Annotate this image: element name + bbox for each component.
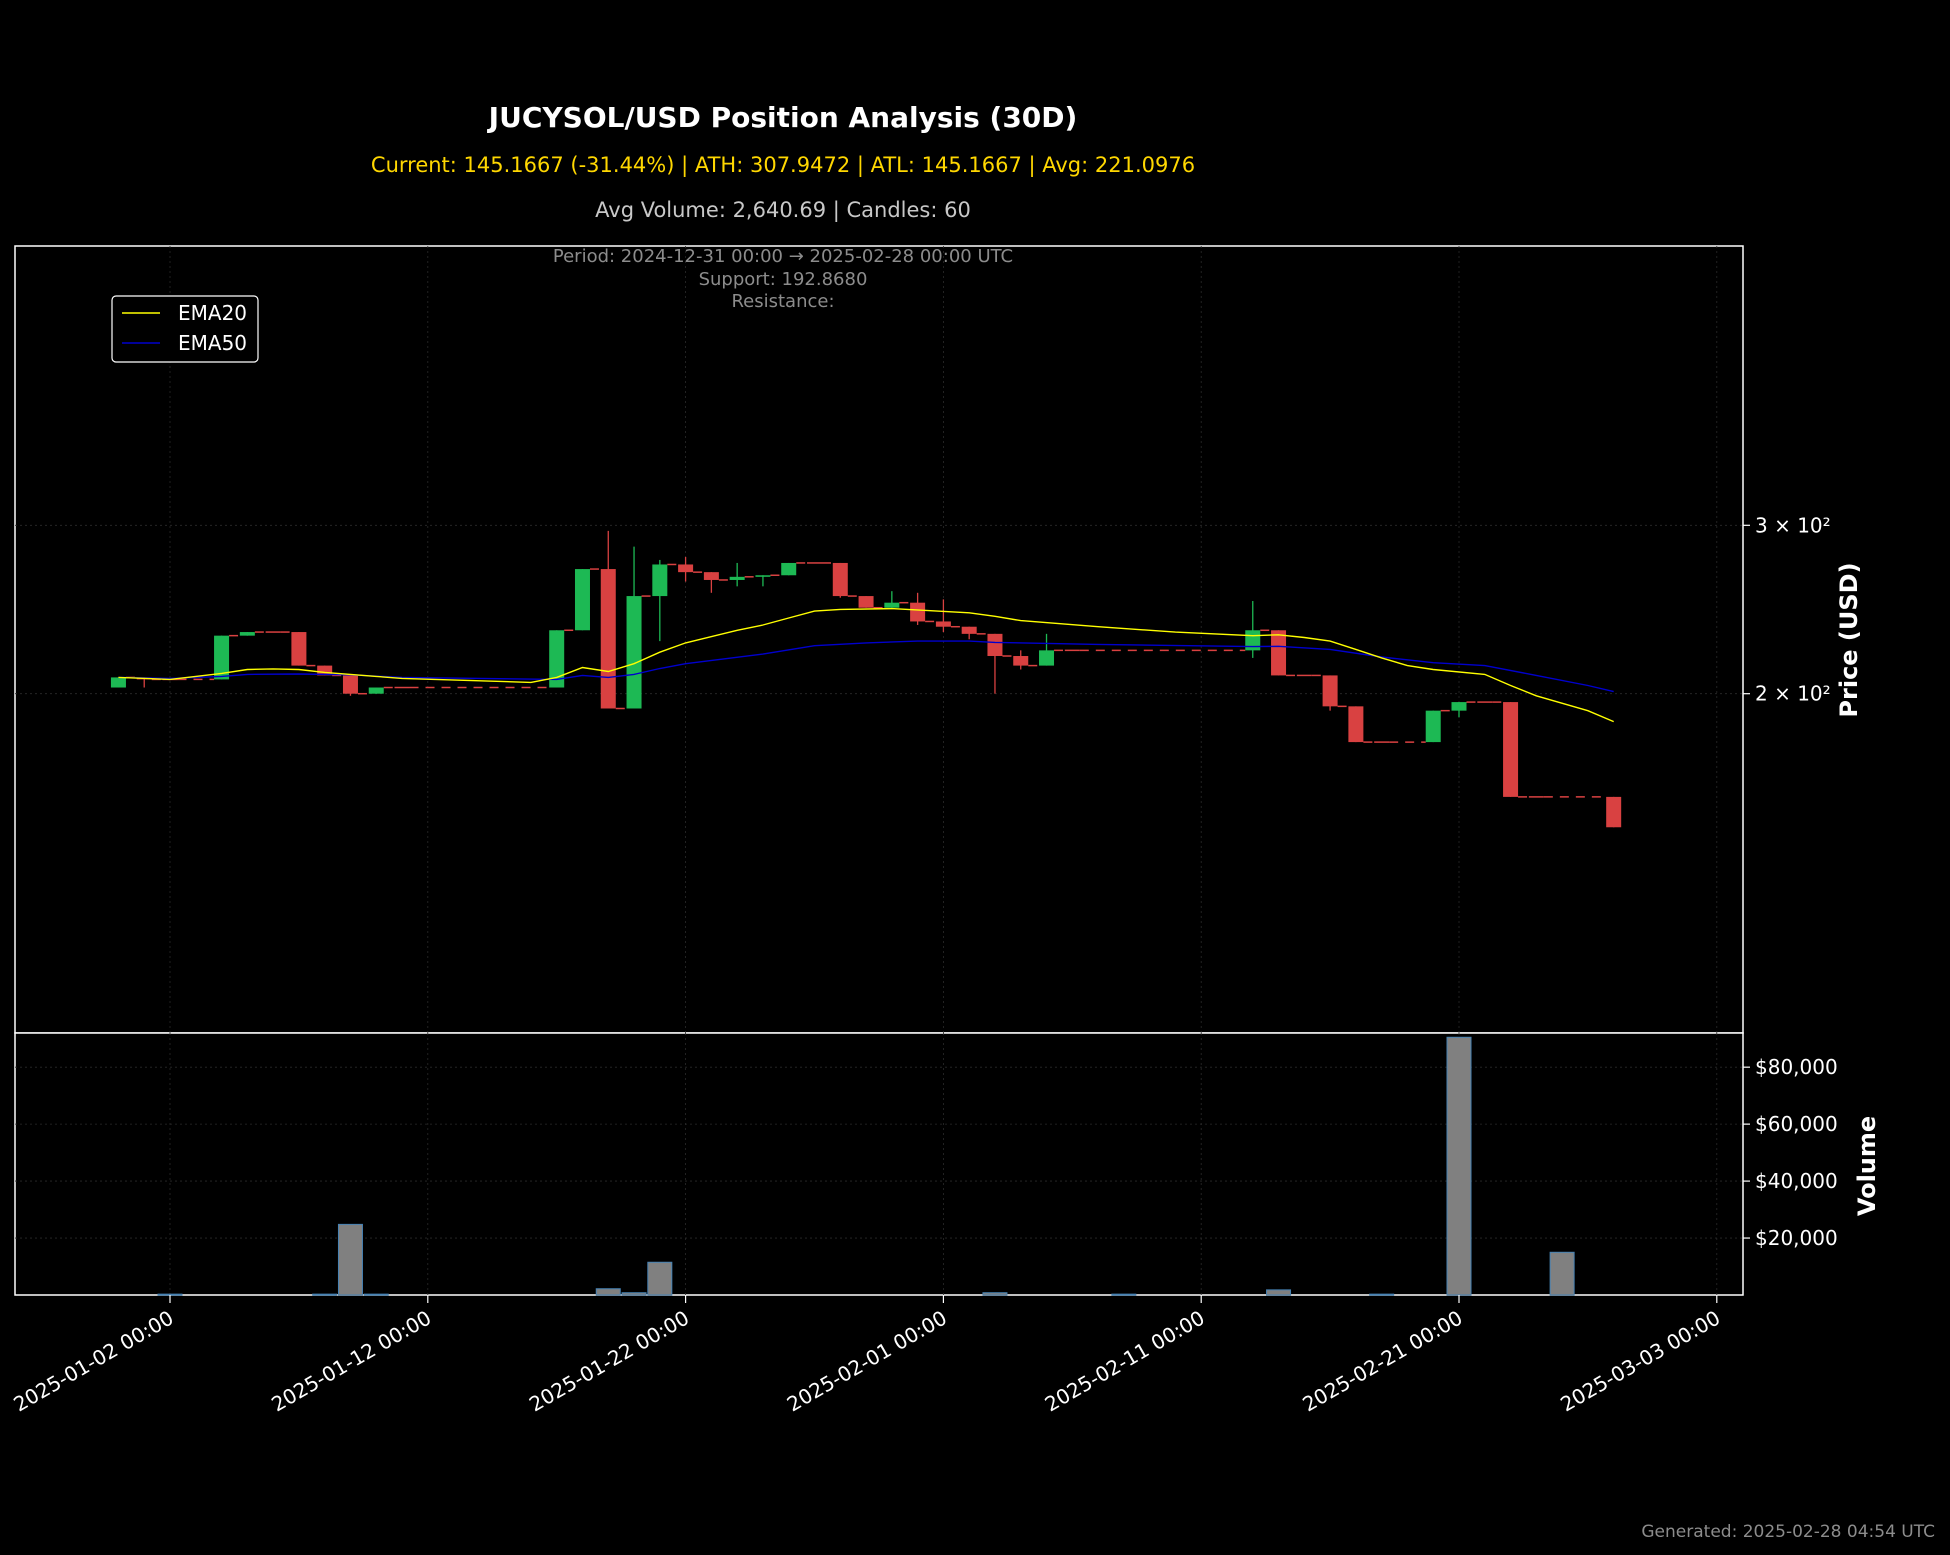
- x-tick-label: 2025-03-03 00:00: [1556, 1306, 1724, 1417]
- volume-axis-label: Volume: [1853, 1116, 1881, 1216]
- candle-body: [600, 569, 616, 709]
- flat-candles: [125, 562, 1607, 798]
- volume-bars: [157, 1036, 1575, 1296]
- price-panel-frame: [14, 245, 1744, 1034]
- candle-body: [1425, 710, 1441, 743]
- volume-bar: [337, 1223, 363, 1296]
- chart-volume-info: Avg Volume: 2,640.69 | Candles: 60: [595, 198, 971, 223]
- volume-bar: [1111, 1293, 1137, 1296]
- candle-body: [884, 602, 900, 608]
- legend: EMA20 EMA50: [111, 295, 259, 363]
- candle-body: [755, 575, 771, 577]
- candle-body: [317, 665, 333, 676]
- price-y-tick-label: 3 × 10²: [1755, 513, 1831, 537]
- volume-y-tick-label: $40,000: [1755, 1169, 1838, 1193]
- candle-body: [729, 576, 745, 580]
- x-tick-label: 2025-01-02 00:00: [9, 1306, 177, 1417]
- candle-body: [626, 596, 642, 709]
- candle-body: [1348, 706, 1364, 743]
- candle-body: [549, 630, 565, 688]
- resistance-annotation: Resistance:: [731, 291, 834, 312]
- period-annotation: Period: 2024-12-31 00:00 → 2025-02-28 00…: [553, 246, 1013, 267]
- candle-body: [703, 572, 719, 580]
- candle-body: [858, 596, 874, 608]
- chart-title: JUCYSOL/USD Position Analysis (30D): [487, 101, 1078, 134]
- candle-body: [1039, 650, 1055, 666]
- candle-body: [110, 677, 126, 688]
- price-y-tick-label: 2 × 10²: [1755, 682, 1831, 706]
- ema-lines: [118, 607, 1614, 723]
- volume-y-tick-label: $60,000: [1755, 1112, 1838, 1136]
- volume-bar: [1266, 1289, 1292, 1296]
- candle-body: [1606, 796, 1622, 828]
- support-annotation: Support: 192.8680: [699, 269, 868, 290]
- candle-body: [1322, 675, 1338, 707]
- volume-panel-frame: [14, 1032, 1744, 1296]
- volume-bar: [621, 1292, 647, 1296]
- volume-bar: [982, 1292, 1008, 1296]
- candle-body: [987, 633, 1003, 657]
- volume-bar: [157, 1293, 183, 1296]
- x-tick-label: 2025-02-21 00:00: [1298, 1306, 1466, 1417]
- candle-body: [1451, 702, 1467, 711]
- generated-timestamp: Generated: 2025-02-28 04:54 UTC: [1641, 1522, 1935, 1542]
- legend-ema20-label: EMA20: [178, 301, 247, 325]
- candle-body: [1013, 656, 1029, 666]
- x-ticks: 2025-01-02 00:00 2025-01-12 00:00 2025-01-…: [9, 1295, 1724, 1416]
- candle-body: [239, 632, 255, 636]
- x-tick-label: 2025-02-01 00:00: [783, 1306, 951, 1417]
- ema20-line: [118, 607, 1614, 723]
- chart-stats-line: Current: 145.1667 (-31.44%) | ATH: 307.9…: [371, 153, 1195, 178]
- candle-body: [214, 635, 230, 680]
- volume-y-tick-label: $20,000: [1755, 1226, 1838, 1250]
- volume-bar: [363, 1293, 389, 1296]
- candle-body: [1245, 630, 1261, 651]
- candle-body: [678, 564, 694, 573]
- volume-bar: [595, 1288, 621, 1296]
- legend-ema50-label: EMA50: [178, 331, 247, 355]
- candle-body: [1503, 702, 1519, 797]
- price-axis-label: Price (USD): [1835, 562, 1863, 717]
- volume-bar: [647, 1261, 673, 1296]
- x-tick-label: 2025-01-22 00:00: [525, 1306, 693, 1417]
- candle-body: [574, 569, 590, 631]
- candle-body: [342, 675, 358, 694]
- y-ticks: 2 × 10² 3 × 10² $20,000 $40,000 $60,000 $80,0…: [1743, 513, 1838, 1250]
- candle-body: [781, 562, 797, 576]
- ema50-line: [118, 640, 1614, 693]
- volume-bar: [1446, 1036, 1472, 1296]
- candle-body: [961, 626, 977, 634]
- candle-body: [291, 632, 307, 666]
- x-tick-label: 2025-01-12 00:00: [267, 1306, 435, 1417]
- candle-body: [368, 687, 384, 694]
- volume-y-tick-label: $80,000: [1755, 1055, 1838, 1079]
- volume-bar: [312, 1293, 338, 1296]
- x-tick-label: 2025-02-11 00:00: [1041, 1306, 1209, 1417]
- candle-body: [1271, 630, 1287, 676]
- candle-body: [652, 564, 668, 597]
- candle-body: [935, 621, 951, 627]
- candle-body: [910, 602, 926, 622]
- volume-bar: [1549, 1251, 1575, 1296]
- candle-body: [832, 562, 848, 597]
- volume-bar: [1369, 1293, 1395, 1296]
